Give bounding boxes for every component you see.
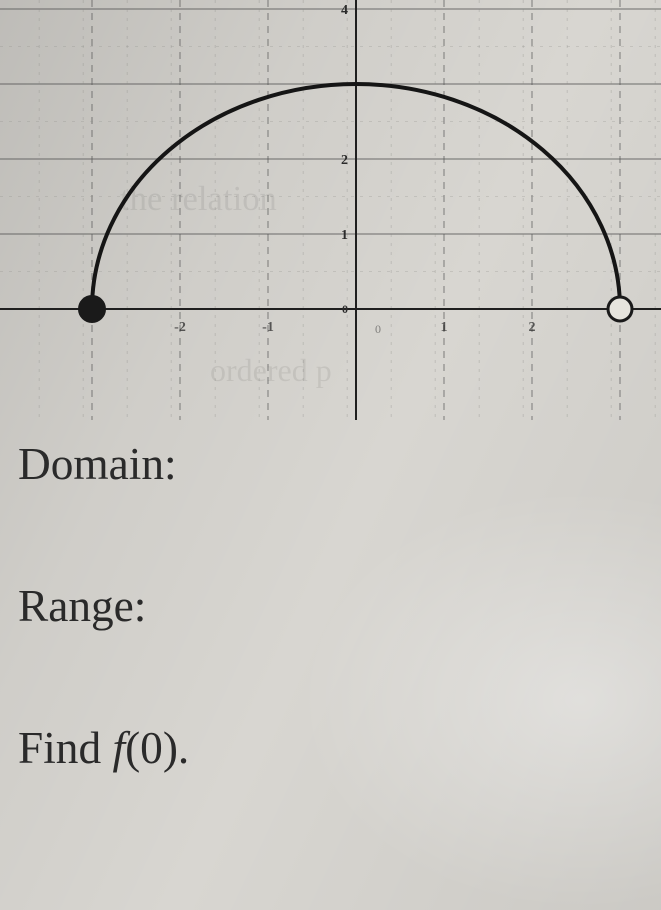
svg-text:1: 1 xyxy=(341,228,348,243)
find-prefix: Find xyxy=(18,723,112,773)
range-prompt: Range: xyxy=(18,582,638,632)
find-prompt: Find f(0). xyxy=(18,724,638,774)
svg-text:4: 4 xyxy=(341,3,348,18)
svg-text:2: 2 xyxy=(341,153,348,168)
svg-text:0: 0 xyxy=(342,302,348,316)
graph-panel: 1 2 4 0 0 -2 -1 1 2 xyxy=(0,0,661,420)
svg-text:1: 1 xyxy=(441,320,448,335)
domain-label: Domain: xyxy=(18,439,177,489)
svg-text:2: 2 xyxy=(529,320,536,335)
svg-text:-1: -1 xyxy=(262,320,274,335)
semicircle-chart: 1 2 4 0 0 -2 -1 1 2 xyxy=(0,0,661,420)
svg-text:-2: -2 xyxy=(174,320,186,335)
find-argument: (0). xyxy=(125,723,189,773)
svg-text:0: 0 xyxy=(375,322,381,336)
domain-prompt: Domain: xyxy=(18,440,638,490)
find-function-name: f xyxy=(112,723,125,773)
question-prompts: Domain: Range: Find f(0). xyxy=(18,440,638,774)
range-label: Range: xyxy=(18,581,146,631)
